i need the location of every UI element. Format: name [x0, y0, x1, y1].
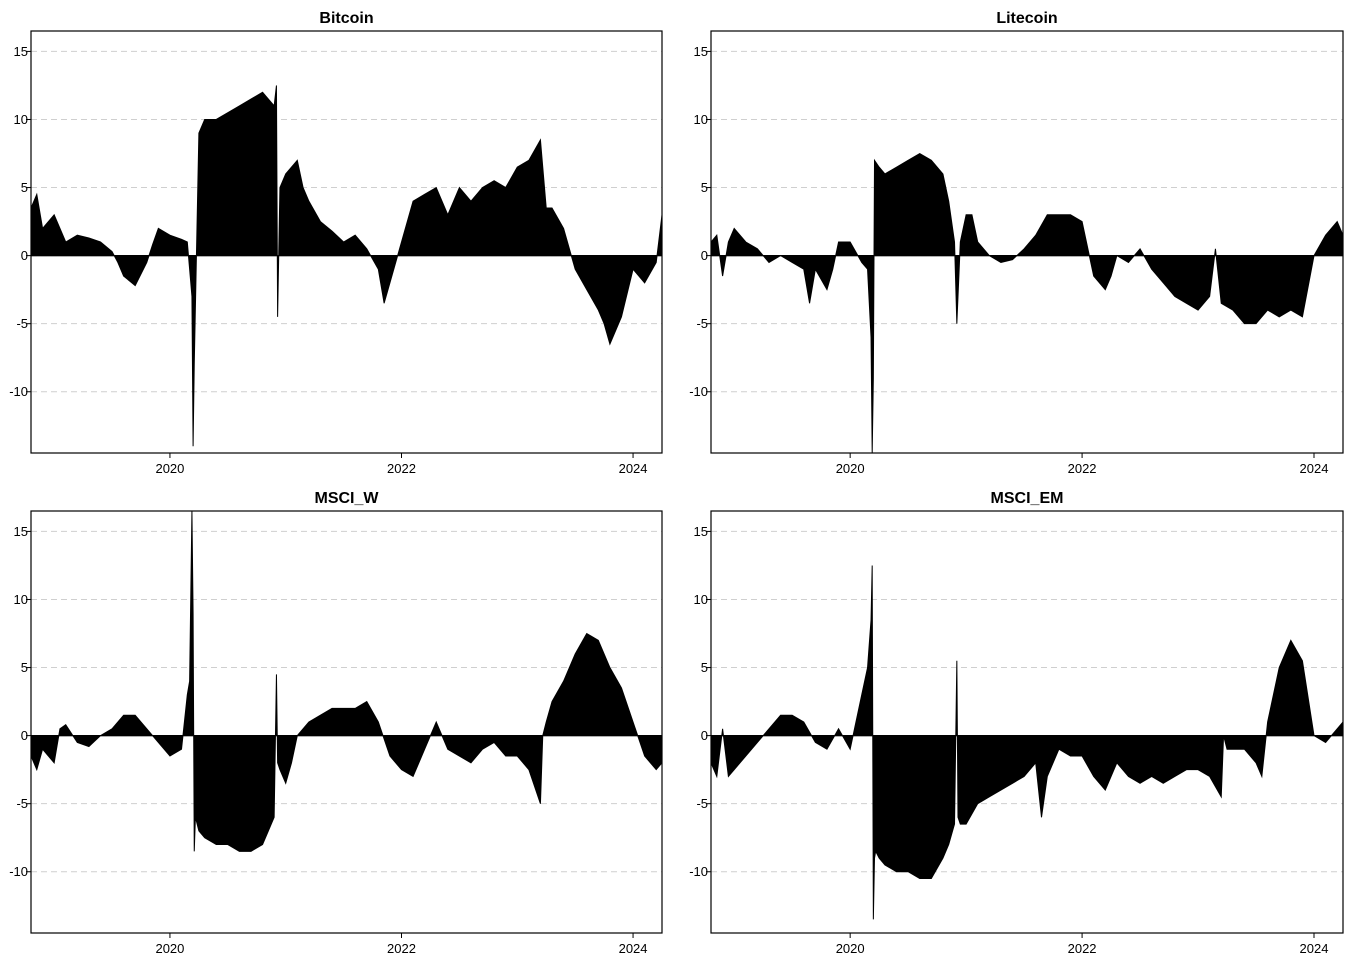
chart-panel-1: -10 -5 0 5 10 15 2020 2022 2024 Bitcoin [9, 10, 663, 476]
y-tick-label: 15 [14, 44, 28, 59]
plot-frame [710, 510, 1344, 934]
x-tick-label: 2020 [836, 461, 865, 476]
chart-panel-4: -10 -5 0 5 10 15 2020 2022 2024 MSCI_EM [689, 490, 1344, 956]
x-tick-label: 2022 [387, 941, 416, 956]
x-tick-label: 2022 [387, 461, 416, 476]
x-tick-label: 2020 [155, 461, 184, 476]
y-tick-label: 10 [14, 112, 28, 127]
series-area [710, 565, 1344, 920]
series-area [30, 85, 663, 447]
chart-panel-3: -10 -5 0 5 10 15 2020 2022 2024 MSCI_W [9, 490, 663, 956]
y-tick-label: -10 [9, 864, 28, 879]
x-tick-label: 2022 [1068, 461, 1097, 476]
y-tick-label: 5 [701, 660, 708, 675]
chart-panel-2: -10 -5 0 5 10 15 2020 2022 2024 Litecoin [689, 10, 1344, 476]
series-area [30, 510, 663, 852]
x-tick-label: 2024 [1300, 941, 1329, 956]
chart-title: Litecoin [996, 10, 1057, 27]
y-tick-label: 0 [701, 248, 708, 263]
y-tick-label: 0 [21, 248, 28, 263]
x-tick-label: 2024 [619, 941, 648, 956]
chart-title: Bitcoin [319, 10, 373, 27]
chart-title: MSCI_EM [991, 490, 1064, 507]
y-tick-label: -5 [16, 316, 28, 331]
y-tick-label: -10 [9, 384, 28, 399]
y-tick-label: 0 [701, 728, 708, 743]
y-tick-label: 0 [21, 728, 28, 743]
y-tick-label: -10 [689, 864, 708, 879]
y-tick-label: -5 [696, 796, 708, 811]
y-tick-label: 5 [701, 180, 708, 195]
y-tick-label: 10 [14, 592, 28, 607]
y-tick-label: -5 [696, 316, 708, 331]
x-tick-label: 2020 [836, 941, 865, 956]
y-tick-label: 15 [14, 524, 28, 539]
x-tick-label: 2024 [1300, 461, 1329, 476]
plot-frame [30, 510, 663, 934]
y-tick-label: 15 [694, 44, 708, 59]
x-tick-label: 2024 [619, 461, 648, 476]
y-tick-label: 5 [21, 660, 28, 675]
y-tick-label: 10 [694, 112, 708, 127]
x-tick-label: 2020 [155, 941, 184, 956]
plot-frame [710, 30, 1344, 454]
y-tick-label: 5 [21, 180, 28, 195]
chart-title: MSCI_W [315, 490, 380, 507]
y-tick-label: 10 [694, 592, 708, 607]
x-tick-label: 2022 [1068, 941, 1097, 956]
plot-frame [30, 30, 663, 454]
series-area [710, 152, 1344, 454]
y-tick-label: 15 [694, 524, 708, 539]
y-tick-label: -10 [689, 384, 708, 399]
y-tick-label: -5 [16, 796, 28, 811]
